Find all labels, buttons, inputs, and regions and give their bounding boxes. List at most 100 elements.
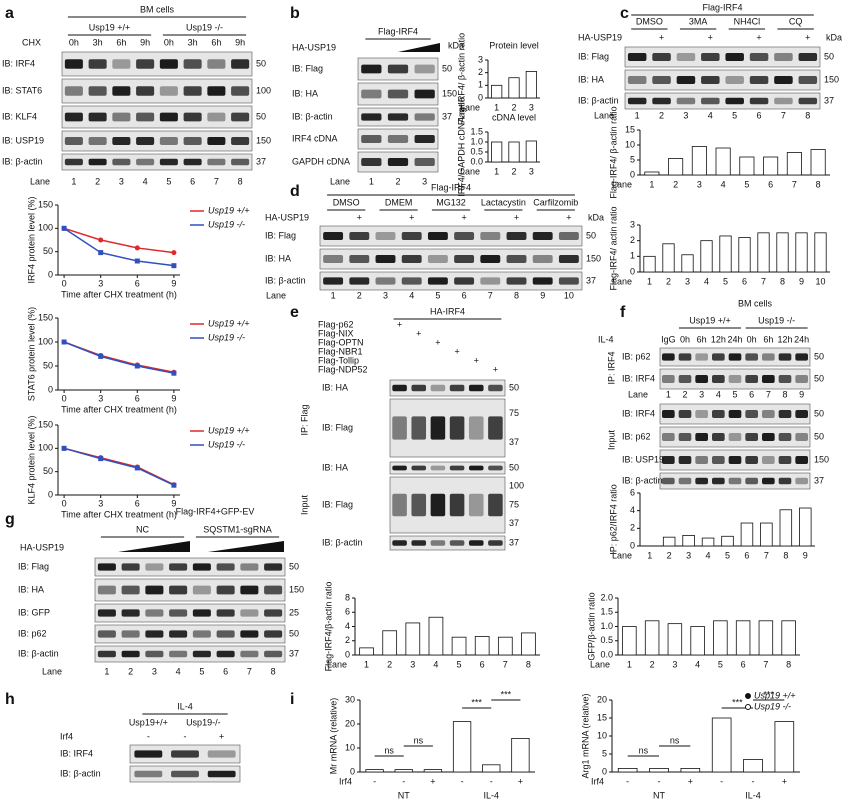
band bbox=[454, 255, 475, 263]
y-tick-label: 10 bbox=[597, 730, 607, 740]
kda-marker: 37 bbox=[824, 95, 834, 105]
kda-marker: 37 bbox=[256, 156, 266, 166]
lane-number: 8 bbox=[782, 389, 787, 399]
y-tick-label: 0 bbox=[630, 169, 635, 179]
x-tick-label: 0 bbox=[62, 393, 67, 403]
bar bbox=[423, 769, 443, 773]
y-axis-label: IRF4 protein level (%) bbox=[26, 196, 36, 283]
legend-marker bbox=[745, 704, 751, 710]
row-label: IB: KLF4 bbox=[2, 111, 37, 121]
y-tick-label: 0 bbox=[630, 540, 635, 550]
lane-number: 7 bbox=[247, 666, 252, 676]
band bbox=[762, 456, 775, 464]
bar bbox=[680, 768, 701, 773]
x-tick-label: 5 bbox=[744, 179, 749, 189]
group-label: IL-4 bbox=[483, 790, 499, 800]
legend-label: Usp19 -/- bbox=[208, 332, 245, 342]
kda-marker: 50 bbox=[509, 462, 519, 472]
x-tick-label: 3 bbox=[98, 393, 103, 403]
row-label: IB: Flag bbox=[265, 230, 296, 240]
bar bbox=[511, 738, 530, 773]
bar bbox=[711, 717, 732, 773]
bar bbox=[491, 141, 503, 163]
group-label: IL-4 bbox=[177, 701, 193, 711]
marker bbox=[98, 353, 104, 359]
x-tick-label: - bbox=[373, 776, 376, 786]
x-tick-label: 6 bbox=[480, 659, 485, 669]
chart-title: cDNA level bbox=[492, 112, 536, 122]
construct: Flag-Tollip bbox=[318, 355, 359, 365]
kda-marker: 50 bbox=[442, 63, 452, 73]
band bbox=[662, 433, 675, 441]
x-tick-label: 3 bbox=[529, 166, 534, 176]
group-label: Usp19 +/+ bbox=[689, 315, 731, 325]
band bbox=[171, 770, 199, 778]
band bbox=[97, 563, 116, 571]
band bbox=[121, 609, 140, 617]
lane-number: 8 bbox=[238, 176, 243, 186]
band bbox=[349, 277, 370, 285]
panel-letter: a bbox=[5, 5, 14, 22]
sign: + bbox=[454, 346, 459, 356]
x-tick-label: 3 bbox=[697, 179, 702, 189]
x-axis-label: Lane bbox=[460, 166, 480, 176]
group-label: NH4Cl bbox=[734, 16, 761, 26]
band bbox=[701, 53, 720, 61]
x-tick-label: 1 bbox=[647, 550, 652, 560]
y-tick-label: 0.5 bbox=[600, 635, 613, 645]
lane-number: 1 bbox=[104, 666, 109, 676]
x-tick-label: + bbox=[688, 776, 693, 786]
ip-label: IP: IRF4 bbox=[606, 351, 616, 384]
band bbox=[134, 770, 163, 778]
x-tick-label: 7 bbox=[764, 550, 769, 560]
x-tick-label: 3 bbox=[685, 276, 690, 286]
band bbox=[112, 158, 131, 166]
sign: + bbox=[409, 212, 414, 222]
band bbox=[728, 456, 742, 464]
band bbox=[64, 59, 83, 69]
x-tick-label: 10 bbox=[815, 276, 825, 286]
bar bbox=[428, 616, 444, 656]
row-label: IB: Flag bbox=[18, 561, 49, 571]
band bbox=[216, 609, 235, 617]
band bbox=[240, 630, 259, 638]
band bbox=[427, 277, 448, 285]
row-label: Irf4 bbox=[591, 776, 604, 786]
band bbox=[159, 112, 178, 122]
band bbox=[795, 353, 808, 361]
label: HA-USP19 bbox=[292, 42, 336, 52]
label: kDa bbox=[448, 40, 464, 50]
band bbox=[207, 59, 226, 69]
band bbox=[264, 630, 283, 638]
row-label: IB: β-actin bbox=[18, 648, 59, 658]
sign: + bbox=[435, 337, 440, 347]
x-tick-label: 6 bbox=[744, 550, 749, 560]
band bbox=[778, 410, 792, 418]
band bbox=[183, 158, 202, 166]
y-tick-label: 0 bbox=[345, 649, 350, 659]
band bbox=[361, 89, 382, 99]
y-tick-label: 1 bbox=[478, 80, 483, 90]
blot-strip bbox=[94, 557, 286, 577]
sign: + bbox=[514, 212, 519, 222]
x-tick-label: 9 bbox=[803, 550, 808, 560]
group-label: Usp19 -/- bbox=[186, 22, 223, 32]
band bbox=[449, 416, 465, 440]
band bbox=[468, 493, 484, 517]
band bbox=[145, 609, 164, 617]
bar bbox=[760, 522, 773, 547]
y-tick-label: 0.0 bbox=[600, 649, 613, 659]
blot-strip bbox=[389, 476, 506, 534]
bar bbox=[644, 620, 660, 656]
x-tick-label: 3 bbox=[672, 659, 677, 669]
sign: - bbox=[184, 731, 187, 741]
y-tick-label: 50 bbox=[43, 246, 53, 256]
legend-label: Usp19 -/- bbox=[208, 219, 245, 229]
band bbox=[231, 137, 250, 145]
band bbox=[231, 158, 250, 166]
x-tick-label: 5 bbox=[457, 659, 462, 669]
lane-number: 7 bbox=[781, 110, 786, 120]
kda-marker: 37 bbox=[586, 275, 596, 285]
lane-number: 6 bbox=[749, 389, 754, 399]
bar bbox=[525, 71, 537, 99]
